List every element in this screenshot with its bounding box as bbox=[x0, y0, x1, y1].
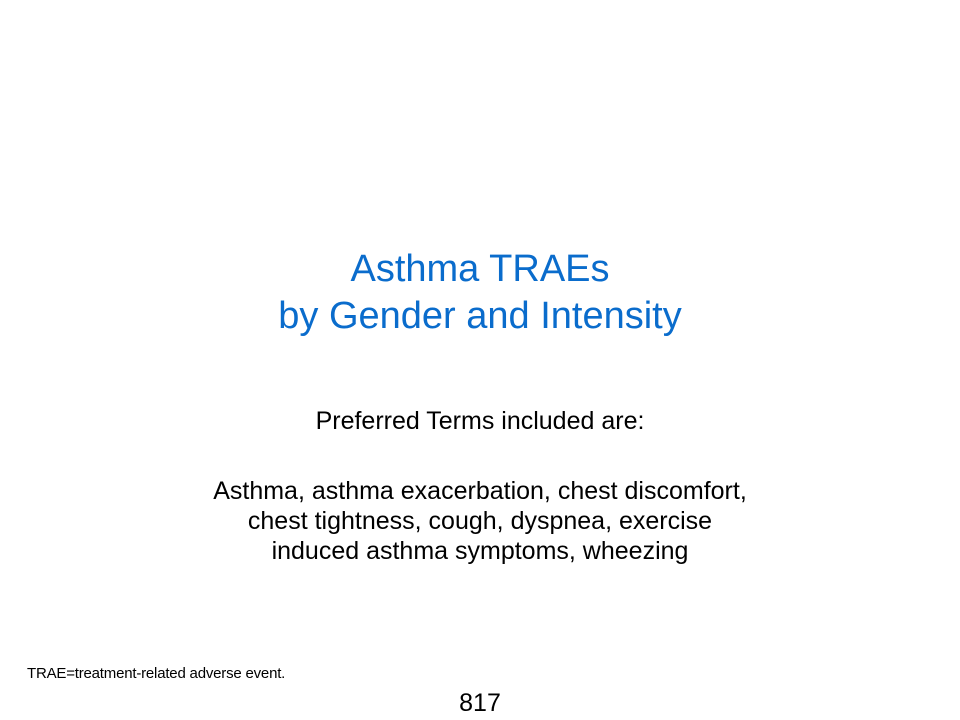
slide-title-line-2: by Gender and Intensity bbox=[278, 295, 682, 337]
slide-title: Asthma TRAEs by Gender and Intensity bbox=[80, 246, 880, 340]
preferred-terms-line-1: Asthma, asthma exacerbation, chest disco… bbox=[213, 477, 747, 505]
page-number: 817 bbox=[459, 689, 501, 717]
preferred-terms-line-3: induced asthma symptoms, wheezing bbox=[271, 537, 689, 565]
preferred-terms-line-2: chest tightness, cough, dyspnea, exercis… bbox=[247, 507, 713, 535]
footnote: TRAE=treatment-related adverse event. bbox=[27, 665, 286, 682]
preferred-terms-heading: Preferred Terms included are: bbox=[315, 407, 645, 435]
preferred-terms-list: Asthma, asthma exacerbation, chest disco… bbox=[80, 476, 880, 566]
slide-title-line-1: Asthma TRAEs bbox=[350, 248, 610, 290]
